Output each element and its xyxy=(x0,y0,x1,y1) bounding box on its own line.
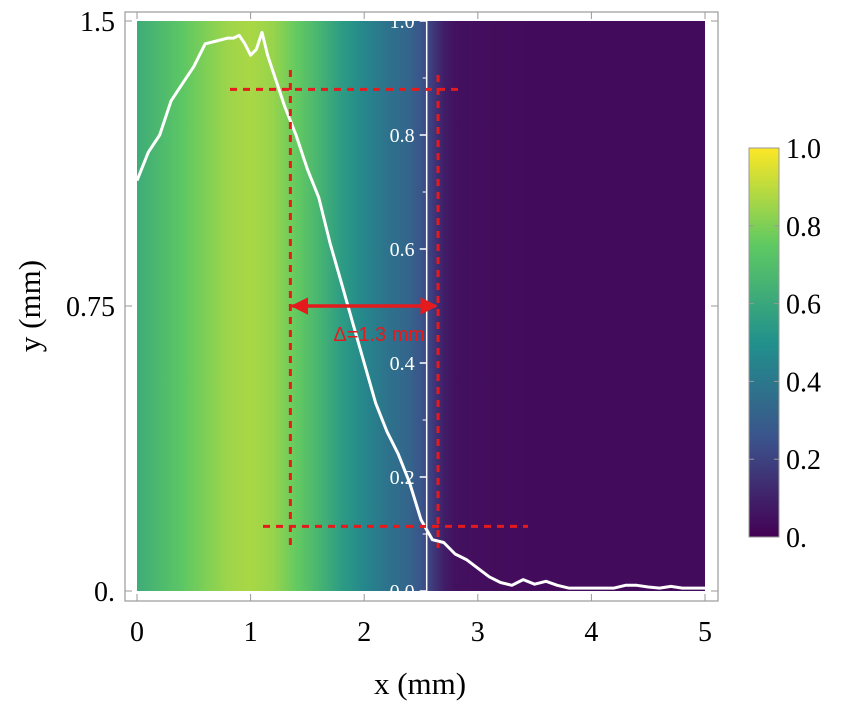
profile-axis-tick-label: 0.0 xyxy=(390,581,415,603)
y-axis: 0. 0.75 1.5 xyxy=(66,7,718,608)
colorbar xyxy=(748,147,780,538)
colorbar-tick-label: 0.6 xyxy=(786,290,821,321)
x-axis-label: x (mm) xyxy=(374,666,466,701)
profile-axis-tick-label: 0.4 xyxy=(390,353,415,375)
y-tick-label: 0.75 xyxy=(66,292,115,323)
y-axis-label: y (mm) xyxy=(12,260,47,352)
colorbar-ticks: 0. 0.2 0.4 0.6 0.8 1.0 xyxy=(749,134,821,554)
x-tick-label: 1 xyxy=(244,617,258,648)
colorbar-tick-label: 0.2 xyxy=(786,445,821,476)
x-tick-label: 5 xyxy=(698,617,712,648)
colorbar-tick-label: 1.0 xyxy=(786,134,821,165)
x-axis: 0 1 2 3 4 5 xyxy=(130,12,712,648)
colorbar-tick-label: 0.8 xyxy=(786,212,821,243)
colorbar-tick-label: 0.4 xyxy=(786,367,821,398)
profile-axis-tick-label: 1.0 xyxy=(390,11,415,33)
series-layer xyxy=(135,30,705,590)
x-tick-label: 0 xyxy=(130,617,144,648)
width-label: Δ=1.3 mm xyxy=(333,324,425,346)
x-tick-label: 4 xyxy=(584,617,598,648)
y-tick-label: 0. xyxy=(94,577,115,608)
profile-series-line xyxy=(135,30,705,590)
width-annotation: Δ=1.3 mm xyxy=(230,70,528,550)
profile-axis-tick-label: 0.6 xyxy=(390,239,415,261)
x-tick-label: 3 xyxy=(471,617,485,648)
y-tick-label: 1.5 xyxy=(80,7,115,38)
colorbar-tick-label: 0. xyxy=(786,523,807,554)
profile-axis-tick-label: 0.8 xyxy=(390,125,415,147)
x-tick-label: 2 xyxy=(357,617,371,648)
